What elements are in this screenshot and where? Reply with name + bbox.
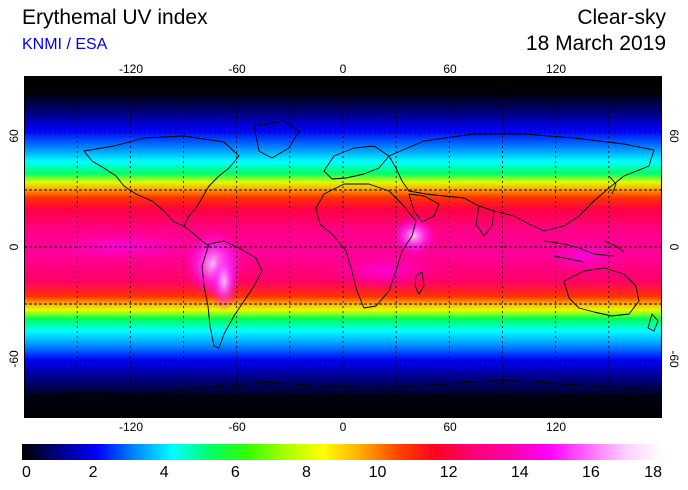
lon-tick-bottom-2: -60 [228,420,246,434]
lat-tick-left-1: 60 [7,129,21,143]
colorbar-tick-label: 14 [510,464,529,481]
date-label: 18 March 2019 [525,32,666,55]
lat-tick-right-1: 60 [667,129,681,143]
lon-tick-bottom-4: 60 [443,420,457,434]
sky-mode-label: Clear-sky [577,6,666,29]
lat-tick-left-2: 0 [7,243,21,251]
lon-tick-top-1: -120 [118,62,144,76]
colorbar [22,444,662,460]
lon-tick-bottom-5: 120 [545,420,567,434]
uv-index-map [24,76,662,418]
colorbar-tick-label: 12 [439,464,458,481]
colorbar-tick-label: 0 [22,464,31,481]
lon-tick-top-4: 60 [443,62,457,76]
lat-tick-right-3: -60 [667,350,681,368]
lon-tick-top-5: 120 [545,62,567,76]
lon-tick-top-2: -60 [228,62,246,76]
lon-tick-bottom-1: -120 [118,420,144,434]
lon-tick-top-3: 0 [339,62,347,76]
colorbar-tick-label: 18 [644,464,662,481]
lon-tick-bottom-3: 0 [339,420,347,434]
colorbar-tick-label: 6 [230,464,240,481]
lat-tick-right-2: 0 [667,243,681,251]
map-title: Erythemal UV index [22,6,208,29]
latitude-gridlines [24,132,662,362]
lat-tick-left-3: -60 [7,350,21,368]
coastlines [24,120,662,397]
credit-label: KNMI / ESA [22,36,108,53]
colorbar-tick-label: 10 [368,464,387,481]
colorbar-canvas [22,444,662,460]
colorbar-tick-label: 4 [159,464,169,481]
colorbar-tick-label: 2 [88,464,98,481]
colorbar-tick-label: 16 [581,464,600,481]
map-canvas [24,76,662,418]
colorbar-tick-label: 8 [301,464,311,481]
